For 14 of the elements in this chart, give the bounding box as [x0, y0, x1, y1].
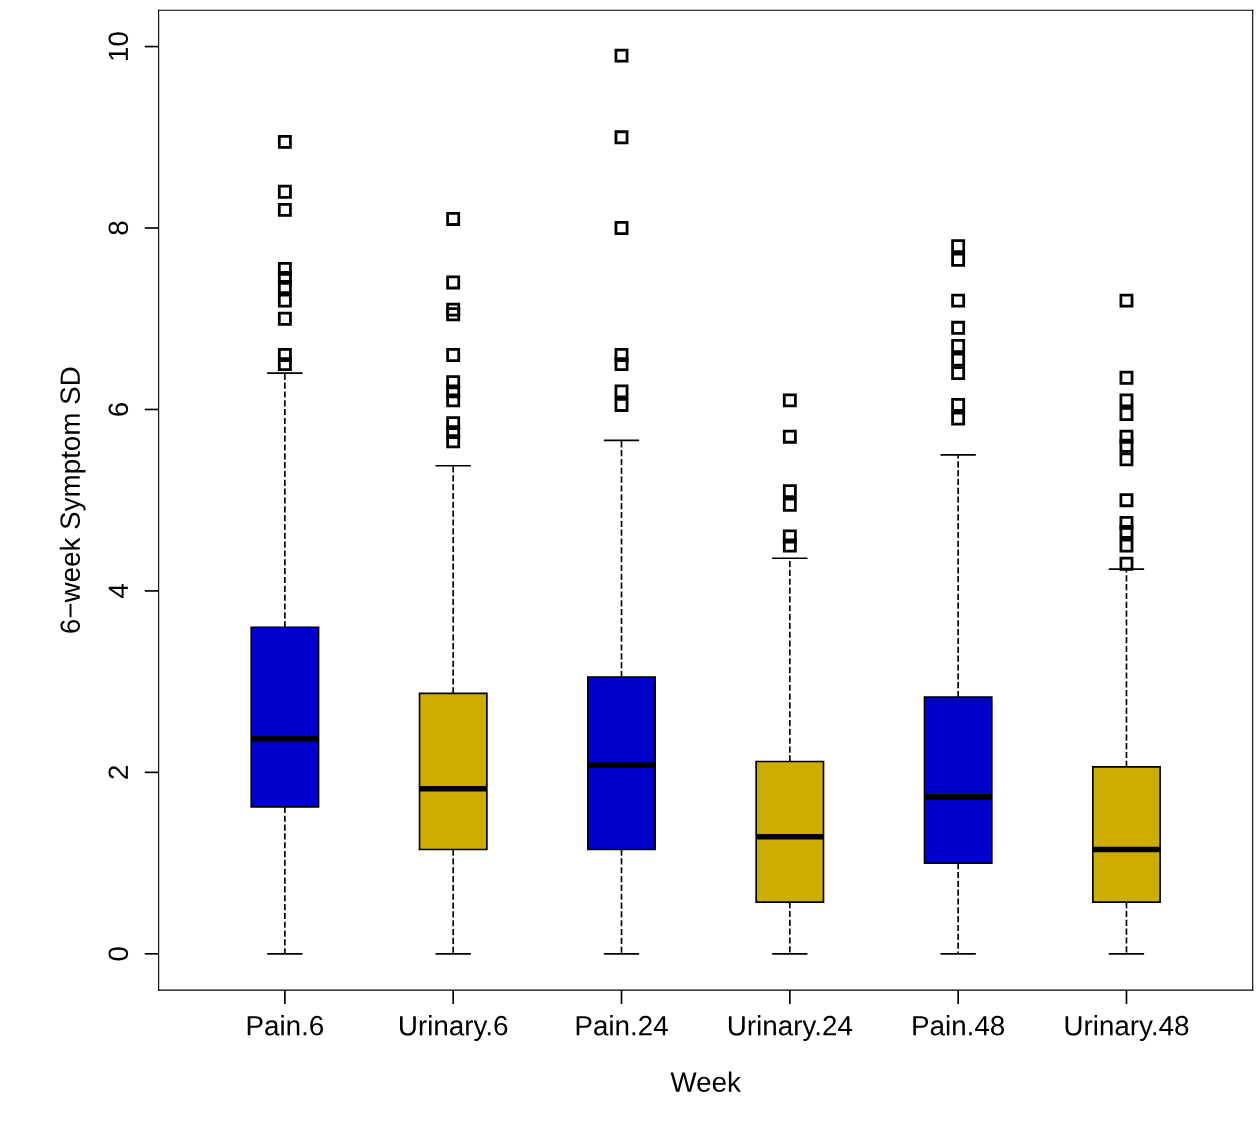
y-axis-title: 6−week Symptom SD [59, 367, 86, 633]
y-tick-label: 0 [108, 947, 129, 961]
y-tick-label: 8 [108, 221, 129, 235]
y-tick-label: 2 [108, 766, 128, 779]
y-tick-label: 6 [108, 402, 129, 416]
x-tick-label: Urinary.48 [1065, 1015, 1189, 1042]
x-tick-label: Urinary.24 [728, 1015, 853, 1042]
x-tick-label: Pain.24 [576, 1015, 668, 1036]
y-tick-label: 10 [108, 32, 129, 60]
x-tick-label: Pain.48 [913, 1015, 1005, 1036]
y-tick-label: 4 [108, 584, 128, 599]
x-tick-label: Urinary.6 [400, 1015, 508, 1042]
x-tick-label: Pain.6 [247, 1015, 324, 1036]
x-axis-title: Week [670, 1071, 741, 1092]
